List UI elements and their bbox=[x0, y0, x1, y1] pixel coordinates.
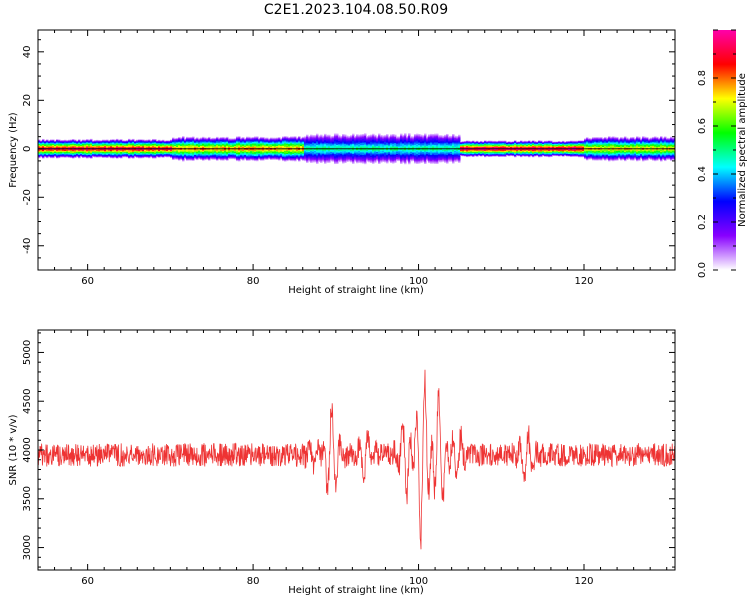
y-tick-label: -20 bbox=[22, 189, 33, 205]
y-tick-label: 3500 bbox=[22, 486, 33, 511]
x-tick-label: 100 bbox=[409, 276, 428, 287]
heatmap-band bbox=[38, 133, 675, 165]
x-tick-label: 100 bbox=[409, 576, 428, 587]
x-tick-label: 60 bbox=[81, 576, 94, 587]
snr-x-axis: 60 80 100 120 bbox=[37, 330, 668, 587]
y-tick-label: 3000 bbox=[22, 535, 33, 560]
y-tick-label: 4000 bbox=[22, 437, 33, 462]
heatmap-y-axis: -40 -20 0 20 40 bbox=[22, 39, 675, 271]
x-tick-label: 80 bbox=[247, 576, 260, 587]
snr-panel: 60 80 100 120 3000 3500 4000 4500 5000 Height o… bbox=[8, 329, 676, 596]
colorbar-ticks: 0.0 0.2 0.4 0.6 0.8 bbox=[697, 29, 736, 278]
heatmap-x-label: Height of straight line (km) bbox=[288, 285, 424, 296]
colorbar-tick-label: 0.8 bbox=[697, 70, 708, 86]
colorbar-label: Normalized spectral amplitude bbox=[737, 73, 748, 227]
figure-title: C2E1.2023.104.08.50.R09 bbox=[264, 2, 448, 18]
snr-series-line bbox=[38, 369, 675, 550]
colorbar-tick-label: 0.0 bbox=[697, 262, 708, 278]
x-tick-label: 80 bbox=[247, 276, 260, 287]
heatmap-panel: 60 80 100 120 -40 -20 0 20 40 Height of straigh… bbox=[8, 29, 676, 296]
snr-background bbox=[38, 330, 675, 570]
heatmap-frame bbox=[37, 29, 676, 271]
colorbar-tick-label: 0.2 bbox=[697, 214, 708, 230]
y-tick-label: 40 bbox=[22, 45, 33, 58]
x-tick-label: 120 bbox=[574, 276, 593, 287]
colorbar-tick-label: 0.6 bbox=[697, 118, 708, 134]
colorbar-tick-label: 0.4 bbox=[697, 166, 708, 182]
y-tick-label: 20 bbox=[22, 94, 33, 107]
y-tick-label: 5000 bbox=[22, 340, 33, 365]
x-tick-label: 60 bbox=[81, 276, 94, 287]
snr-x-label: Height of straight line (km) bbox=[288, 585, 424, 596]
snr-y-axis: 3000 3500 4000 4500 5000 bbox=[22, 332, 675, 568]
colorbar-gradient bbox=[713, 30, 736, 270]
y-tick-label: 4500 bbox=[22, 388, 33, 413]
x-tick-label: 120 bbox=[574, 576, 593, 587]
y-tick-label: 0 bbox=[22, 146, 33, 152]
heatmap-x-axis: 60 80 100 120 bbox=[37, 30, 668, 287]
snr-y-label: SNR (10 * v/v) bbox=[8, 414, 19, 485]
y-tick-label: -40 bbox=[22, 238, 33, 254]
colorbar: 0.0 0.2 0.4 0.6 0.8 Normalized spectral ampl… bbox=[697, 29, 748, 278]
heatmap-y-label: Frequency (Hz) bbox=[8, 112, 19, 188]
